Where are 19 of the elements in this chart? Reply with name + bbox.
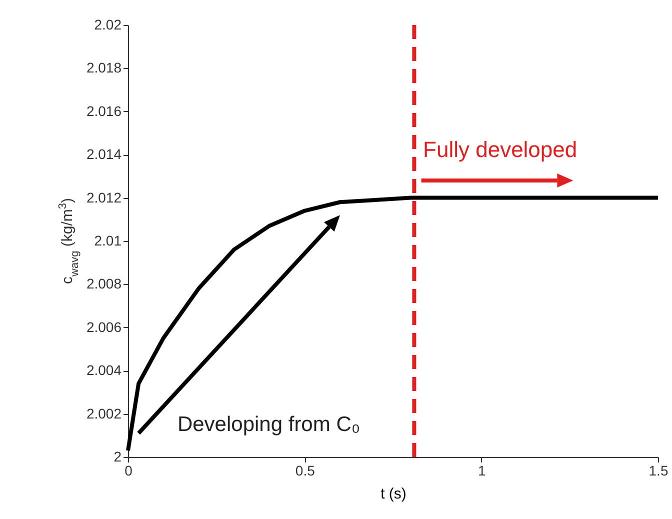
y-tick-label: 2.02 [94, 16, 122, 32]
y-tick-label: 2.014 [86, 146, 122, 162]
line-series [126, 196, 660, 453]
y-tick-label: 2.008 [86, 276, 122, 292]
y-tick-label: 2.018 [86, 60, 122, 76]
y-tick-label: 2.002 [86, 405, 122, 422]
x-axis-title: t (s) [380, 486, 406, 502]
x-tick-label: 1 [478, 462, 486, 478]
y-tick-label: 2.004 [86, 362, 122, 378]
y-tick-label: 2.016 [86, 102, 122, 119]
y-tick-label: 2.012 [86, 189, 122, 206]
x-tick-label: 0 [124, 462, 133, 478]
annotation: Fully developed [423, 136, 578, 162]
x-tick-label: 0.5 [295, 462, 316, 478]
y-tick-label: 2.006 [86, 318, 122, 335]
y-tick-label: 2 [114, 448, 122, 464]
y-tick-label: 2.01 [94, 232, 122, 248]
annotation: Developing from C₀ [177, 413, 360, 436]
x-tick-label: 1.5 [648, 462, 668, 478]
